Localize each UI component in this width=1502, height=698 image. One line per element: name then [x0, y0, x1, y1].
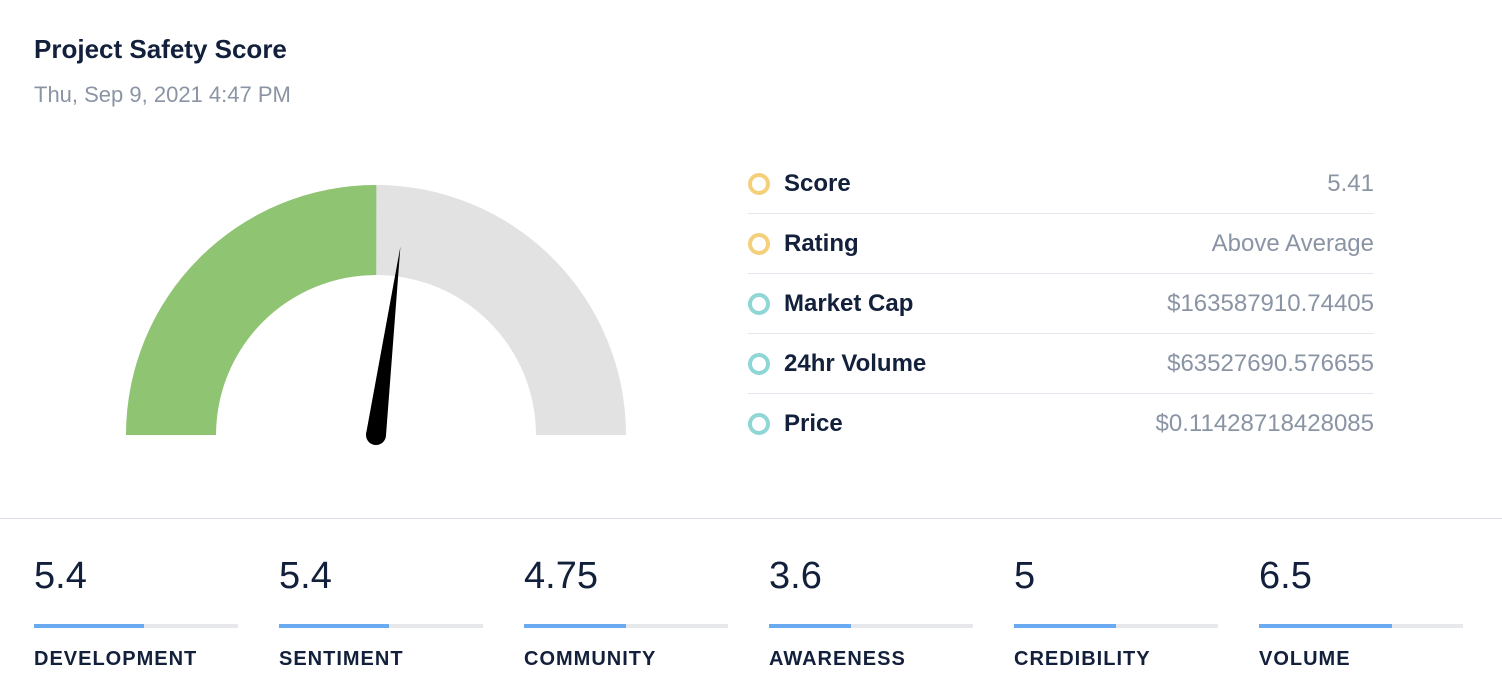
- stat-row-rating: Rating Above Average: [748, 214, 1374, 274]
- stat-value: 5.41: [1327, 169, 1374, 197]
- metric-credibility: 5 CREDIBILITY: [1014, 552, 1218, 671]
- rating-dot-icon: [748, 232, 770, 255]
- metric-volume: 6.5 VOLUME: [1259, 552, 1463, 671]
- stat-value: $163587910.74405: [1167, 289, 1374, 317]
- metric-value: 4.75: [524, 555, 598, 597]
- stat-row-score: Score 5.41: [748, 154, 1374, 214]
- metric-development: 5.4 DEVELOPMENT: [34, 552, 238, 671]
- metric-value: 5.4: [34, 555, 87, 597]
- metric-bar-fill: [279, 624, 390, 628]
- market-cap-dot-icon: [748, 292, 770, 315]
- metric-bar-fill: [1259, 624, 1392, 628]
- stat-label: Market Cap: [784, 289, 914, 317]
- metric-bar-fill: [769, 624, 851, 628]
- metric-label: SENTIMENT: [279, 648, 404, 670]
- metric-sentiment: 5.4 SENTIMENT: [279, 552, 483, 671]
- metric-bar: [34, 624, 238, 628]
- page-title: Project Safety Score: [34, 34, 287, 64]
- gauge-needle: [366, 246, 401, 437]
- stat-label: Rating: [784, 229, 859, 257]
- metric-bar: [769, 624, 973, 628]
- metric-bar-fill: [524, 624, 626, 628]
- gauge-needle-hub: [366, 425, 386, 445]
- metric-value: 5: [1014, 555, 1036, 597]
- stats-list: Score 5.41 Rating Above Average Market C…: [748, 154, 1374, 453]
- stat-value: $0.11428718428085: [1155, 409, 1374, 437]
- stat-row-24hr-volume: 24hr Volume $63527690.576655: [748, 334, 1374, 394]
- metric-value: 5.4: [279, 555, 332, 597]
- metric-label: DEVELOPMENT: [34, 648, 198, 670]
- gauge-fill: [126, 185, 377, 435]
- metric-bar-fill: [34, 624, 145, 628]
- timestamp: Thu, Sep 9, 2021 4:47 PM: [34, 82, 291, 107]
- stat-value: Above Average: [1211, 229, 1374, 257]
- metric-label: AWARENESS: [769, 648, 906, 670]
- metric-bar-fill: [1014, 624, 1116, 628]
- metric-awareness: 3.6 AWARENESS: [769, 552, 973, 671]
- stat-label: 24hr Volume: [784, 349, 927, 377]
- metric-bar: [1014, 624, 1218, 628]
- stat-row-price: Price $0.11428718428085: [748, 394, 1374, 453]
- metric-label: CREDIBILITY: [1014, 648, 1151, 670]
- stat-label: Score: [784, 169, 851, 197]
- metric-label: COMMUNITY: [524, 648, 657, 670]
- metric-bar: [1259, 624, 1463, 628]
- metric-value: 3.6: [769, 555, 822, 597]
- stat-row-market-cap: Market Cap $163587910.74405: [748, 274, 1374, 334]
- price-dot-icon: [748, 412, 770, 435]
- stat-value: $63527690.576655: [1167, 349, 1374, 377]
- section-divider: [0, 518, 1502, 519]
- metric-community: 4.75 COMMUNITY: [524, 552, 728, 671]
- score-dot-icon: [748, 172, 770, 195]
- metric-bar: [524, 624, 728, 628]
- metric-label: VOLUME: [1259, 648, 1351, 670]
- volume-dot-icon: [748, 352, 770, 375]
- stat-label: Price: [784, 409, 843, 437]
- metric-bar: [279, 624, 483, 628]
- metric-value: 6.5: [1259, 555, 1312, 597]
- safety-gauge: [126, 185, 626, 445]
